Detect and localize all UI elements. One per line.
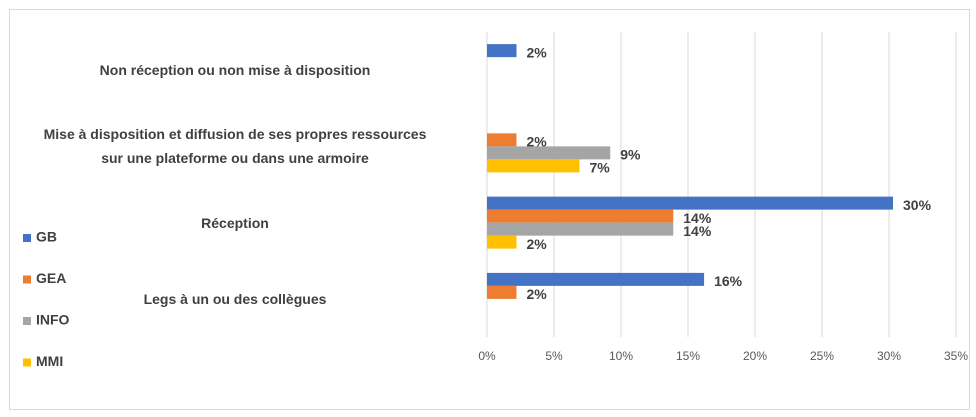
data-label: 2% [526, 236, 547, 252]
bar [487, 44, 517, 58]
category-label: Réception [201, 214, 269, 231]
data-label: 9% [620, 147, 641, 163]
legend-label: GB [36, 229, 57, 245]
data-label: 7% [589, 160, 610, 176]
x-tick-label: 10% [609, 349, 633, 363]
data-label: 14% [683, 210, 712, 226]
legend-label: MMI [36, 353, 63, 369]
bar [487, 235, 517, 249]
data-label: 16% [714, 273, 743, 289]
bar [487, 272, 705, 286]
legend-swatch [23, 358, 31, 367]
x-tick-label: 20% [743, 349, 767, 363]
legend-swatch [23, 234, 31, 242]
chart-border [9, 9, 970, 410]
legend-label: INFO [36, 312, 70, 328]
bar [487, 146, 611, 160]
data-label: 2% [526, 44, 547, 60]
legend-swatch [23, 275, 31, 284]
category-label: Mise à disposition et diffusion de ses p… [43, 126, 427, 167]
x-tick-label: 35% [944, 349, 968, 363]
category-label: Non réception ou non mise à disposition [99, 62, 371, 79]
data-label: 14% [683, 223, 712, 239]
bar [487, 133, 517, 147]
data-label: 2% [526, 286, 547, 302]
x-tick-label: 15% [676, 349, 700, 363]
legend-swatch [23, 317, 31, 325]
x-tick-label: 0% [478, 349, 496, 363]
data-label: 30% [903, 197, 932, 213]
bar [487, 222, 674, 236]
bar [487, 196, 894, 210]
x-tick-label: 5% [545, 349, 563, 363]
x-tick-label: 25% [810, 349, 834, 363]
x-tick-label: 30% [877, 349, 901, 363]
category-label: Legs à un ou des collègues [143, 290, 327, 307]
legend-label: GEA [36, 270, 66, 286]
bar [487, 209, 674, 223]
bar [487, 285, 517, 299]
bar [487, 159, 580, 173]
data-label: 2% [526, 134, 547, 150]
